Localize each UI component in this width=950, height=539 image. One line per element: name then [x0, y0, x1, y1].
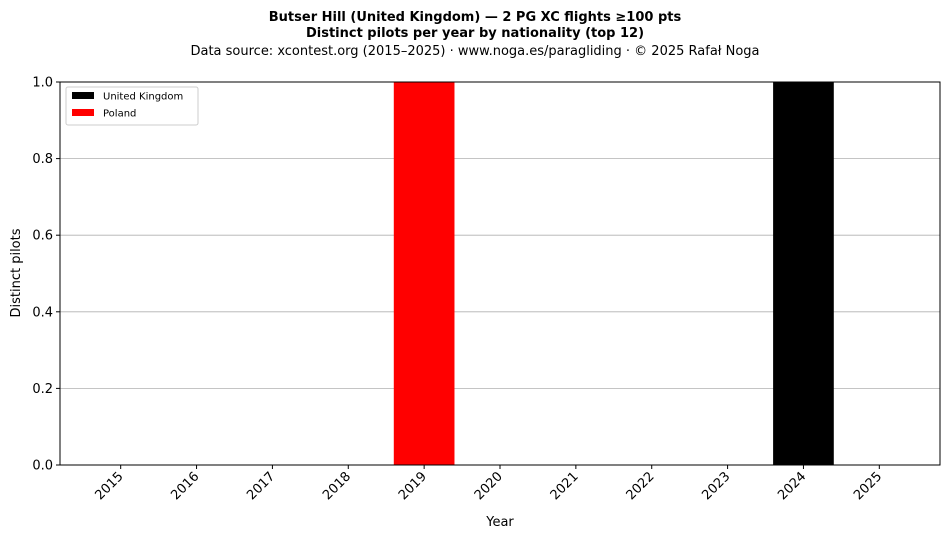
chart-subtitle: Data source: xcontest.org (2015–2025) · …	[190, 44, 759, 59]
x-tick-label: 2015	[93, 469, 127, 503]
bars	[393, 82, 834, 465]
y-tick-label: 0.2	[32, 382, 53, 397]
y-tick-label: 0.8	[32, 152, 53, 167]
x-tick-label: 2019	[396, 469, 430, 503]
legend-label: United Kingdom	[103, 92, 183, 103]
legend-swatch	[72, 109, 94, 116]
x-tick-label: 2017	[244, 469, 278, 503]
x-tick-label: 2020	[472, 469, 506, 503]
x-tick-label: 2024	[775, 469, 809, 503]
chart-title-2: Distinct pilots per year by nationality …	[306, 26, 644, 41]
bar-poland	[393, 82, 455, 465]
x-tick-label: 2016	[168, 469, 202, 503]
bar-united-kingdom	[773, 82, 834, 465]
x-tick-label: 2025	[851, 469, 885, 503]
y-tick-label: 0.4	[32, 305, 53, 320]
y-axis-label: Distinct pilots	[9, 228, 24, 317]
y-tick-label: 0.6	[32, 229, 53, 244]
x-tick-label: 2018	[320, 469, 354, 503]
legend-swatch	[72, 92, 94, 99]
y-tick-label: 0.0	[32, 459, 53, 474]
y-axis: 0.0 0.2 0.4 0.6 0.8 1.0	[32, 76, 60, 474]
x-tick-label: 2022	[624, 469, 658, 503]
legend-label: Poland	[103, 109, 136, 120]
x-tick-label: 2021	[548, 469, 582, 503]
x-tick-label: 2023	[699, 469, 733, 503]
legend-box	[65, 86, 199, 126]
legend: United Kingdom Poland	[65, 86, 199, 126]
y-tick-label: 1.0	[32, 76, 53, 91]
chart-title: Butser Hill (United Kingdom) — 2 PG XC f…	[269, 10, 682, 25]
x-axis: 2015 2016 2017 2018 2019 2020 2021 2022 2023 2024…	[93, 465, 885, 503]
x-axis-label: Year	[485, 515, 514, 530]
